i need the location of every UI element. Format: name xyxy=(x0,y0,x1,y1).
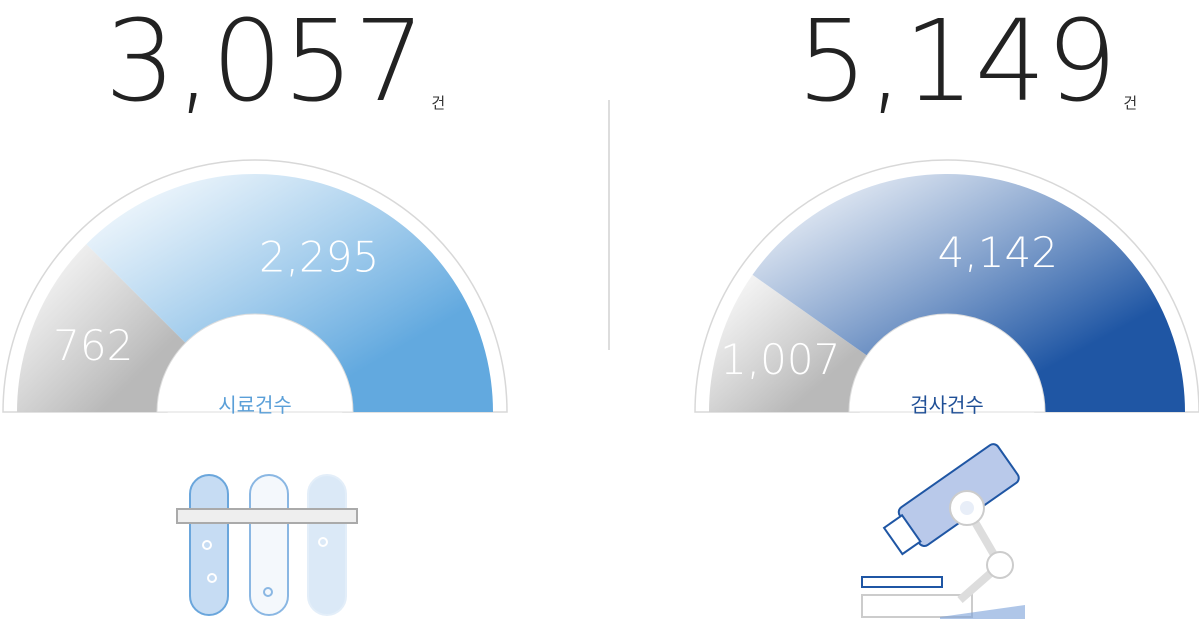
gauge-segment xyxy=(86,173,494,412)
value-label: 762 xyxy=(53,321,133,370)
total-value: 5,149 xyxy=(797,0,1118,127)
microscope-icon xyxy=(861,443,1025,619)
gauge-hole xyxy=(156,313,354,413)
value-label: 2,295 xyxy=(259,233,379,282)
gauge-segment xyxy=(17,244,186,412)
gauge-title: 검사건수 xyxy=(910,393,984,417)
total-value: 3,057 xyxy=(105,0,426,127)
value-label: 1,007 xyxy=(720,335,840,384)
gauge-segment xyxy=(709,274,867,412)
total-unit: 건 xyxy=(431,94,445,112)
test-tube-icon xyxy=(176,474,358,616)
total-unit: 건 xyxy=(1123,94,1137,112)
gauge-title: 시료건수 xyxy=(218,393,292,417)
value-label: 4,142 xyxy=(938,228,1058,277)
gauge-segment xyxy=(752,174,1185,412)
gauge-hole xyxy=(848,313,1046,413)
